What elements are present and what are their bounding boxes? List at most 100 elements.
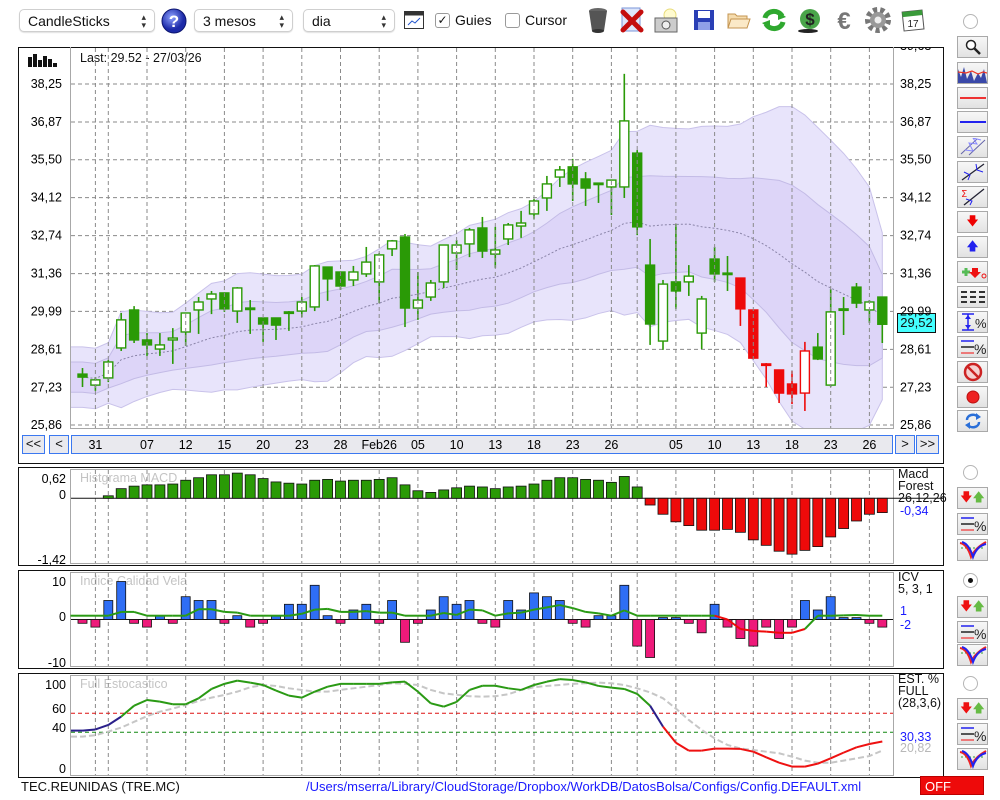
sync-button[interactable] (957, 410, 988, 432)
chart-window-icon (404, 11, 424, 29)
add-signal-button[interactable] (957, 261, 988, 283)
channel-icon (960, 138, 985, 156)
volume-profile-icon (958, 67, 987, 83)
red-dot-icon (966, 390, 979, 404)
settings-icon (865, 7, 891, 33)
open-folder-button[interactable] (725, 6, 753, 34)
delete-button[interactable] (618, 6, 646, 34)
trendline-tool-button[interactable] (957, 161, 988, 183)
stoch-d-value: 20,82 (900, 741, 932, 755)
period-value: 3 mesos (203, 12, 256, 29)
stoch-curve-button[interactable] (957, 748, 988, 770)
svg-text:?: ? (169, 12, 179, 31)
svg-text:%: % (974, 728, 986, 743)
icv-params: 5, 3, 1 (898, 582, 933, 596)
bar-chart-type-icon[interactable] (28, 54, 58, 67)
currency-button[interactable]: $ (795, 6, 823, 34)
macd-signals-button[interactable]: 🡇 🡅 (957, 487, 988, 509)
prohibited-icon (963, 362, 982, 382)
sell-arrow-button[interactable]: 🡇 (957, 211, 988, 233)
stochastic-plot-area[interactable] (70, 675, 894, 776)
stoch-k-value: 30,33 (900, 730, 932, 744)
record-button[interactable] (957, 386, 988, 408)
macd-lines-percent-button[interactable]: % (957, 513, 988, 535)
stoch-signals-button[interactable]: 🡇 🡅 (957, 698, 988, 720)
icv-plot-area[interactable] (70, 572, 894, 667)
stochastic-radio[interactable] (963, 676, 978, 691)
icv-curve-button[interactable] (957, 644, 988, 666)
stoch-subname: FULL (898, 684, 929, 698)
macd-plot-area[interactable] (70, 469, 894, 564)
period-select[interactable]: 3 mesos ▴ ▾ (194, 9, 293, 32)
blue-up-arrow-icon: 🡅 (966, 238, 979, 253)
open-folder-icon (727, 13, 751, 29)
date-scrollbar[interactable] (71, 435, 893, 454)
lines-percent-button[interactable]: % (957, 336, 988, 358)
interval-select[interactable]: dia ▴ ▾ (303, 9, 395, 32)
save-icon (694, 10, 714, 30)
icv-radio[interactable] (963, 573, 978, 588)
config-path-link[interactable]: /Users/mserra/Library/CloudStorage/Dropb… (306, 779, 862, 794)
lines-percent-icon: % (960, 727, 986, 743)
macd-name: Macd (898, 467, 929, 481)
range-percent-button[interactable]: % (957, 311, 988, 333)
settings-button[interactable] (864, 6, 892, 34)
grid-lines-button[interactable] (957, 286, 988, 308)
nav-first-button[interactable]: << (22, 435, 45, 454)
zoom-tool-button[interactable] (957, 36, 988, 58)
green-up-arrow-icon: 🡅 (972, 598, 985, 613)
icv-signals-button[interactable]: 🡇 🡅 (957, 596, 988, 618)
macd-value: -0,34 (900, 504, 929, 518)
help-button[interactable]: ? (160, 7, 188, 35)
macd-curve-button[interactable] (957, 539, 988, 561)
select-chevron-icon: ▴ ▾ (141, 11, 146, 30)
svg-text:%: % (974, 341, 986, 356)
svg-text:€: € (837, 8, 850, 33)
volume-profile-button[interactable] (957, 62, 988, 84)
svg-text:%: % (975, 316, 986, 331)
calendar-button[interactable]: 17 (899, 6, 927, 34)
chart-window-button[interactable] (400, 6, 428, 34)
macd-radio[interactable] (963, 465, 978, 480)
calendar-icon: 17 (901, 9, 925, 32)
lines-percent-icon: % (960, 625, 986, 641)
add-arrow-icon (961, 268, 986, 279)
svg-text:%: % (974, 518, 986, 533)
magnifier-icon (965, 39, 981, 55)
euro-button[interactable]: € (830, 6, 858, 34)
select-chevron-icon: ▴ ▾ (279, 11, 284, 30)
toolbar-radio[interactable] (963, 14, 978, 29)
blue-line-tool-button[interactable] (957, 111, 988, 133)
save-button[interactable] (690, 6, 718, 34)
nav-last-button[interactable]: >> (916, 435, 939, 454)
lines-percent-icon: % (960, 340, 986, 356)
clear-button[interactable] (957, 361, 988, 383)
buy-arrow-button[interactable]: 🡅 (957, 236, 988, 258)
trash-icon (589, 8, 607, 33)
cursor-checkbox[interactable] (505, 13, 520, 28)
green-up-arrow-icon: 🡅 (972, 489, 985, 504)
oscillator-curve-icon (959, 750, 986, 769)
chart-type-select[interactable]: CandleSticks ▴ ▾ (19, 9, 155, 32)
refresh-button[interactable] (760, 6, 788, 34)
red-down-arrow-icon: 🡇 (966, 213, 979, 228)
icv-lines-percent-button[interactable]: % (957, 621, 988, 643)
svg-text:$: $ (805, 10, 815, 29)
lines-percent-icon: % (960, 517, 986, 533)
stoch-lines-percent-button[interactable]: % (957, 723, 988, 745)
channel-tool-button[interactable] (957, 136, 988, 158)
guides-checkbox[interactable]: ✓ (435, 13, 450, 28)
red-down-arrow-icon: 🡇 (960, 700, 973, 715)
stoch-name: EST. % (898, 672, 939, 686)
nav-prev-button[interactable]: < (49, 435, 69, 454)
red-down-arrow-icon: 🡇 (960, 598, 973, 613)
nav-next-button[interactable]: > (895, 435, 915, 454)
camera-button[interactable] (652, 6, 680, 34)
price-plot-area[interactable] (70, 47, 894, 429)
sum-trendline-tool-button[interactable]: Σ (957, 186, 988, 208)
status-toggle[interactable]: OFF (920, 776, 984, 795)
trash-button[interactable] (584, 6, 612, 34)
red-line-tool-button[interactable] (957, 87, 988, 109)
camera-icon (654, 8, 678, 33)
svg-text:%: % (974, 626, 986, 641)
